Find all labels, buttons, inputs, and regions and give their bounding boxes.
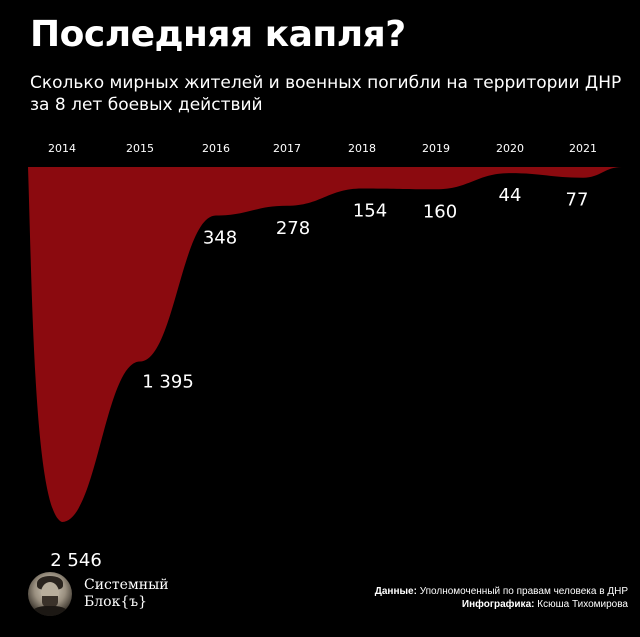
- page-subtitle: Сколько мирных жителей и военных погибли…: [30, 73, 622, 115]
- logo: Системный Блок{ъ}: [28, 572, 169, 616]
- value-label-2019: 160: [423, 201, 457, 222]
- logo-line-1: Системный: [84, 577, 169, 593]
- logo-text: Системный Блок{ъ}: [84, 577, 169, 611]
- deaths-area: [28, 167, 622, 522]
- x-tick-2020: 2020: [496, 142, 524, 155]
- page-title: Последняя капля?: [30, 14, 406, 55]
- x-tick-2017: 2017: [273, 142, 301, 155]
- source-line: Данные: Уполномоченный по правам человек…: [375, 585, 628, 598]
- source-label: Данные:: [374, 586, 417, 597]
- x-tick-2015: 2015: [126, 142, 154, 155]
- logo-line-2: Блок{ъ}: [84, 594, 148, 610]
- credit-line: Инфографика: Ксюша Тихомирова: [375, 598, 628, 611]
- value-label-2015: 1 395: [142, 372, 194, 393]
- value-label-2017: 278: [276, 218, 310, 239]
- value-label-2020: 44: [499, 185, 522, 206]
- x-tick-2016: 2016: [202, 142, 230, 155]
- x-tick-2014: 2014: [48, 142, 76, 155]
- credits: Данные: Уполномоченный по правам человек…: [375, 585, 628, 611]
- value-label-2014: 2 546: [50, 550, 102, 570]
- source-value: Уполномоченный по правам человека в ДНР: [419, 586, 628, 597]
- value-label-2021: 77: [566, 190, 589, 211]
- credit-value: Ксюша Тихомирова: [537, 599, 628, 610]
- x-tick-2021: 2021: [569, 142, 597, 155]
- credit-label: Инфографика:: [461, 599, 535, 610]
- avatar: [28, 572, 72, 616]
- deaths-area-chart: 2014 2015 2016 2017 2018 2019 2020 2021 2 546 1 …: [28, 142, 622, 570]
- x-tick-2019: 2019: [422, 142, 450, 155]
- value-label-2016: 348: [203, 228, 237, 249]
- value-label-2018: 154: [353, 200, 387, 221]
- x-tick-2018: 2018: [348, 142, 376, 155]
